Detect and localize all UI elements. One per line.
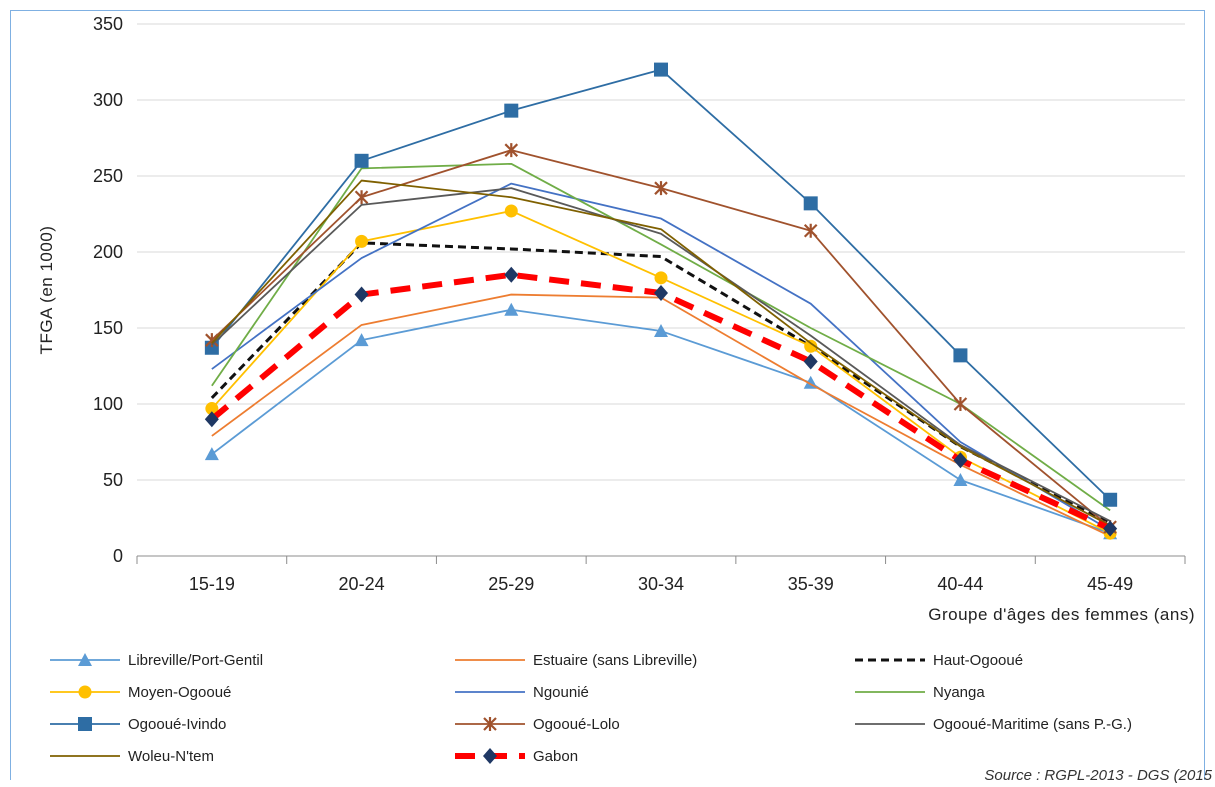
data-point (803, 196, 818, 211)
series-line-6 (211, 68, 1111, 501)
x-axis-title: Groupe d'âges des femmes (ans) (928, 605, 1195, 624)
series-line-7 (211, 149, 1111, 528)
legend-marker (483, 748, 497, 764)
data-point (803, 353, 818, 370)
y-axis-title: TFGA (en 1000) (37, 226, 56, 355)
data-point (803, 223, 818, 238)
data-point (504, 266, 519, 283)
data-point (1103, 520, 1118, 537)
x-tick-label: 20-24 (339, 574, 385, 594)
legend-marker (78, 717, 92, 731)
series-line-2 (210, 241, 1111, 524)
data-point (953, 452, 968, 469)
legend-label: Ngounié (533, 684, 589, 701)
data-point (654, 181, 668, 196)
data-point (354, 333, 369, 347)
data-point (654, 271, 668, 285)
y-tick-label: 50 (103, 470, 123, 490)
legend-marker (78, 685, 92, 699)
legend-label: Moyen-Ogooué (128, 684, 231, 701)
data-point (804, 339, 818, 353)
legend-label: Libreville/Port-Gentil (128, 652, 263, 669)
series-line-8 (211, 187, 1111, 522)
data-point (1103, 492, 1118, 507)
legend-label: Woleu-N'tem (128, 748, 214, 765)
data-point (205, 333, 219, 348)
data-point (953, 473, 968, 486)
x-tick-label: 35-39 (788, 574, 834, 594)
y-tick-label: 100 (93, 394, 123, 414)
series-line-9 (211, 179, 1111, 527)
data-point (654, 324, 668, 338)
series-line-0 (211, 308, 1111, 535)
data-point (354, 286, 369, 303)
series-line-10 (209, 271, 1112, 532)
source-note: Source : RGPL-2013 - DGS (2015 (984, 767, 1212, 784)
series-line-4 (211, 182, 1111, 531)
data-point (504, 204, 518, 218)
y-tick-label: 300 (93, 90, 123, 110)
y-tick-label: 350 (93, 14, 123, 34)
data-point (654, 62, 668, 77)
data-point (504, 143, 519, 158)
legend-label: Estuaire (sans Libreville) (533, 652, 697, 669)
data-point (354, 153, 369, 168)
data-point (355, 234, 369, 248)
legend-label: Ogooué-Lolo (533, 716, 620, 733)
x-tick-label: 40-44 (937, 574, 983, 594)
data-point (654, 285, 668, 302)
legend-label: Haut-Ogooué (933, 652, 1023, 669)
data-point (953, 348, 968, 363)
x-tick-label: 30-34 (638, 574, 684, 594)
x-tick-label: 25-29 (488, 574, 534, 594)
data-point (504, 103, 519, 118)
legend-marker (483, 717, 497, 731)
y-tick-label: 200 (93, 242, 123, 262)
data-point (953, 397, 968, 411)
y-tick-label: 250 (93, 166, 123, 186)
x-tick-label: 45-49 (1087, 574, 1133, 594)
data-point (205, 402, 219, 416)
chart-frame (10, 10, 1205, 780)
data-point (204, 447, 219, 461)
legend-label: Gabon (533, 748, 578, 765)
data-point (504, 302, 519, 316)
data-point (354, 190, 369, 205)
legend-label: Ogooué-Ivindo (128, 716, 226, 733)
data-point (204, 411, 219, 428)
y-tick-label: 150 (93, 318, 123, 338)
x-tick-label: 15-19 (189, 574, 235, 594)
legend-label: Ogooué-Maritime (sans P.-G.) (933, 716, 1132, 733)
legend-label: Nyanga (933, 684, 985, 701)
y-tick-label: 0 (113, 546, 123, 566)
legend-marker (78, 653, 92, 666)
